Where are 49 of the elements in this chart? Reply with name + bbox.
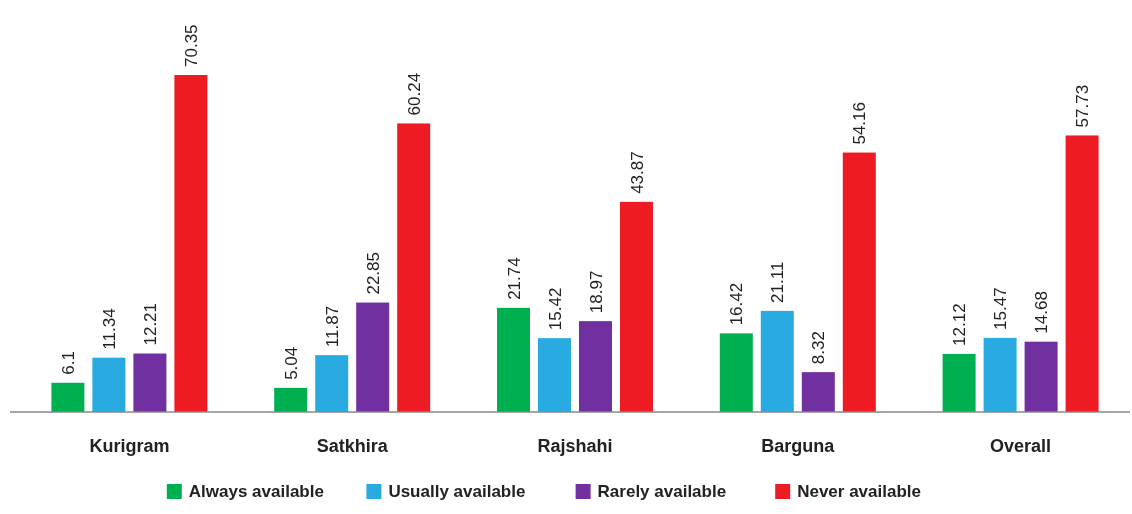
- legend-label: Never available: [797, 482, 922, 501]
- legend-label: Rarely available: [597, 482, 727, 501]
- data-label: 6.1: [58, 351, 78, 375]
- data-label: 21.74: [504, 257, 524, 300]
- bar: [356, 302, 390, 412]
- bar: [133, 353, 167, 412]
- bar: [1024, 341, 1058, 412]
- data-label: 12.21: [140, 302, 160, 346]
- bar: [315, 355, 349, 412]
- bar: [497, 307, 530, 412]
- bar: [538, 338, 571, 412]
- legend-label: Always available: [188, 482, 324, 501]
- data-label: 11.34: [99, 308, 119, 350]
- bar: [760, 310, 794, 412]
- x-tick-label: Satkhira: [316, 436, 389, 456]
- data-label: 16.42: [727, 282, 747, 326]
- data-label: 22.85: [363, 251, 383, 295]
- data-label: 18.97: [586, 270, 606, 314]
- bar: [579, 321, 612, 412]
- bar: [719, 333, 753, 412]
- data-label: 70.35: [181, 24, 201, 67]
- data-label: 57.73: [1073, 84, 1093, 128]
- bar: [983, 337, 1017, 412]
- x-tick-label: Barguna: [761, 436, 836, 456]
- bar: [942, 353, 976, 412]
- x-tick-label: Kurigram: [89, 436, 170, 456]
- data-label: 21.11: [768, 261, 788, 303]
- bar: [801, 372, 835, 412]
- data-label: 5.04: [281, 346, 301, 380]
- data-label: 8.32: [809, 331, 829, 365]
- bar: [174, 75, 208, 412]
- data-label: 54.16: [850, 102, 870, 145]
- bar: [274, 387, 308, 412]
- bar: [842, 152, 876, 412]
- data-label: 11.87: [322, 305, 342, 348]
- bar: [397, 123, 431, 412]
- data-label: 43.87: [627, 151, 647, 194]
- x-tick-label: Overall: [990, 436, 1052, 456]
- legend-label: Usually available: [388, 482, 526, 501]
- data-label: 14.68: [1032, 291, 1052, 334]
- bar: [92, 357, 126, 412]
- data-label: 60.24: [404, 72, 424, 116]
- bar: [1065, 135, 1099, 412]
- bar: [620, 201, 653, 412]
- data-label: 15.47: [991, 287, 1011, 330]
- x-tick-label: Rajshahi: [537, 436, 613, 456]
- data-label: 15.42: [545, 287, 565, 331]
- data-label: 12.12: [950, 303, 970, 346]
- bar: [51, 382, 85, 412]
